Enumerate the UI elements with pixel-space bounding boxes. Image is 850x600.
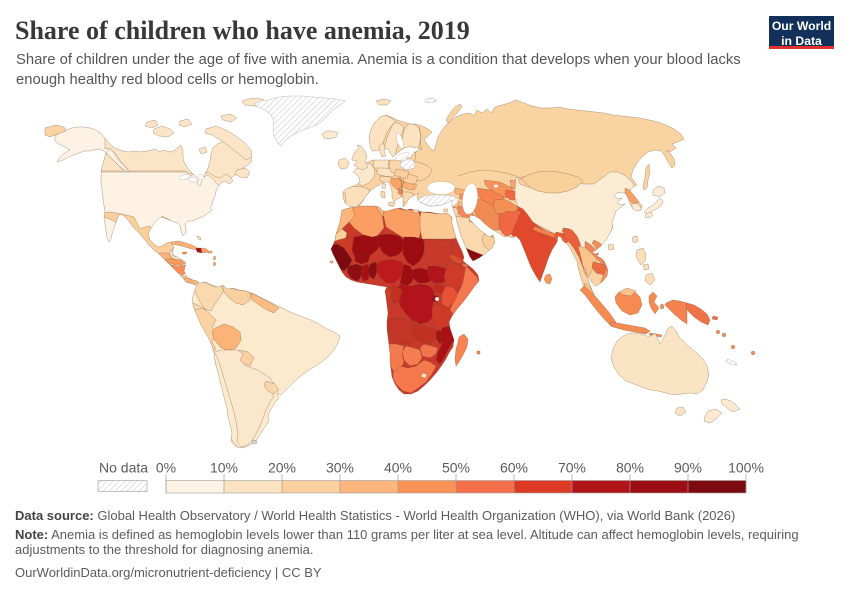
svg-text:50%: 50% xyxy=(442,460,470,476)
svg-text:80%: 80% xyxy=(616,460,644,476)
svg-text:100%: 100% xyxy=(728,460,764,476)
svg-text:0%: 0% xyxy=(156,460,176,476)
svg-text:20%: 20% xyxy=(268,460,296,476)
svg-text:10%: 10% xyxy=(210,460,238,476)
svg-text:30%: 30% xyxy=(326,460,354,476)
svg-text:90%: 90% xyxy=(674,460,702,476)
svg-text:70%: 70% xyxy=(558,460,586,476)
svg-text:No data: No data xyxy=(99,460,148,476)
svg-text:40%: 40% xyxy=(384,460,412,476)
svg-text:60%: 60% xyxy=(500,460,528,476)
